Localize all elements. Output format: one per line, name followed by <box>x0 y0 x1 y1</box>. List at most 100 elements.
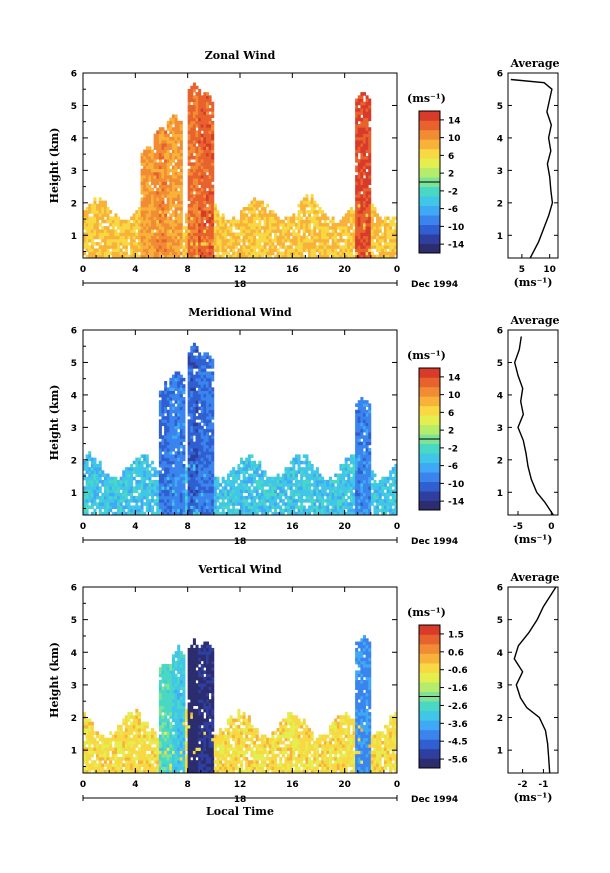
x-tick-label: 8 <box>185 522 191 532</box>
x-tick-label: 4 <box>132 780 138 790</box>
month-label: Dec 1994 <box>411 795 458 805</box>
colorbar-tick-label: -10 <box>448 223 464 233</box>
colorbar: 14 10 6 2 -2 -6 -10 -14 (ms⁻¹) <box>407 349 464 511</box>
colorbar-tick-label: -3.6 <box>448 720 468 730</box>
month-label: Dec 1994 <box>411 280 458 290</box>
colorbar-swatch <box>419 710 440 721</box>
colorbar-swatch <box>419 472 440 482</box>
x-axis-label: Local Time <box>206 805 274 818</box>
average-y-tick-label: 3 <box>497 681 503 691</box>
x-tick-label: 0 <box>80 265 86 275</box>
average-y-tick-label: 4 <box>497 134 503 144</box>
colorbar-swatch <box>419 167 440 178</box>
average-frame <box>507 329 559 516</box>
colorbar-tick-label: 6 <box>448 152 454 162</box>
x-tick-label: 16 <box>286 780 299 790</box>
colorbar-swatch <box>419 453 440 463</box>
panel-title: Zonal Wind <box>205 49 276 62</box>
x-tick-label: 0 <box>80 780 86 790</box>
colorbar-tick-label: 10 <box>448 134 461 144</box>
colorbar-swatch <box>419 481 440 492</box>
average-profile-line <box>510 78 554 259</box>
average-profile-line <box>513 586 557 774</box>
average-title: Average <box>509 57 559 70</box>
colorbar-unit: (ms⁻¹) <box>407 349 446 362</box>
colorbar-tick-label: 14 <box>448 373 461 383</box>
colorbar-swatch <box>419 215 440 225</box>
colorbar-swatch <box>419 377 440 388</box>
colorbar-swatch <box>419 129 440 140</box>
colorbar-swatch <box>419 424 440 435</box>
colorbar-tick-label: 1.5 <box>448 630 464 640</box>
colorbar-swatch <box>419 368 440 378</box>
y-tick-label: 4 <box>71 134 77 144</box>
average-profile: Average 1 2 3 4 5 6 5 10(ms⁻¹) <box>497 57 560 289</box>
colorbar-unit: (ms⁻¹) <box>407 606 446 619</box>
y-tick-label: 2 <box>71 714 77 724</box>
average-frame <box>507 72 559 259</box>
day-label: 18 <box>234 537 247 547</box>
average-y-tick-label: 6 <box>497 327 503 337</box>
colorbar-swatch <box>419 739 440 750</box>
colorbar-swatch <box>419 396 440 407</box>
colorbar-swatch <box>419 462 440 473</box>
average-unit: (ms⁻¹) <box>514 533 553 546</box>
day-label: 18 <box>234 795 247 805</box>
y-tick-label: 4 <box>71 391 77 401</box>
heatmap-cells <box>83 82 398 259</box>
average-y-tick-label: 6 <box>497 584 503 594</box>
average-profile: Average 1 2 3 4 5 6 -5 0(ms⁻¹) <box>497 314 560 546</box>
colorbar-swatch <box>419 111 440 121</box>
x-tick-label: 20 <box>338 780 351 790</box>
y-tick-label: 3 <box>71 167 77 177</box>
average-x-tick-label: 10 <box>543 265 556 275</box>
average-y-tick-label: 1 <box>497 232 503 242</box>
average-y-tick-label: 2 <box>497 714 503 724</box>
panel-title: Meridional Wind <box>188 306 292 319</box>
y-tick-label: 2 <box>71 199 77 209</box>
x-tick-label: 12 <box>234 522 247 532</box>
average-x-tick-label: 0 <box>548 522 554 532</box>
y-tick-label: 3 <box>71 424 77 434</box>
y-tick-label: 1 <box>71 232 77 242</box>
colorbar-swatch <box>419 186 440 197</box>
x-tick-label: 4 <box>132 265 138 275</box>
average-y-tick-label: 3 <box>497 424 503 434</box>
average-y-tick-label: 2 <box>497 456 503 466</box>
y-tick-label: 1 <box>71 747 77 757</box>
colorbar-swatch <box>419 500 440 511</box>
colorbar: 14 10 6 2 -2 -6 -10 -14 (ms⁻¹) <box>407 92 464 254</box>
x-tick-label: 12 <box>234 265 247 275</box>
average-x-tick-label: -2 <box>518 780 528 790</box>
colorbar-swatch <box>419 234 440 244</box>
x-tick-label: 8 <box>185 780 191 790</box>
colorbar-tick-label: -2 <box>448 187 458 197</box>
colorbar-swatch <box>419 415 440 426</box>
average-unit: (ms⁻¹) <box>514 791 553 804</box>
y-tick-label: 6 <box>71 70 77 80</box>
x-tick-label: 20 <box>338 265 351 275</box>
colorbar-swatch <box>419 653 440 664</box>
average-unit: (ms⁻¹) <box>514 276 553 289</box>
y-tick-label: 5 <box>71 359 77 369</box>
y-axis-label: Height (km) <box>48 642 61 718</box>
average-y-tick-label: 4 <box>497 391 503 401</box>
colorbar-swatch <box>419 405 440 416</box>
colorbar-swatch <box>419 148 440 159</box>
y-axis-label: Height (km) <box>48 385 61 461</box>
colorbar-tick-label: 2 <box>448 170 454 180</box>
average-y-tick-label: 3 <box>497 167 503 177</box>
colorbar-swatch <box>419 386 440 397</box>
colorbar-swatch <box>419 644 440 654</box>
y-tick-label: 1 <box>71 489 77 499</box>
colorbar-tick-label: 2 <box>448 427 454 437</box>
colorbar-tick-label: -6 <box>448 205 458 215</box>
colorbar-swatch <box>419 625 440 635</box>
colorbar-tick-label: -4.5 <box>448 738 468 748</box>
colorbar-swatch <box>419 748 440 759</box>
average-y-tick-label: 5 <box>497 359 503 369</box>
y-tick-label: 6 <box>71 327 77 337</box>
x-tick-label: 0 <box>394 265 400 275</box>
average-title: Average <box>509 571 559 584</box>
